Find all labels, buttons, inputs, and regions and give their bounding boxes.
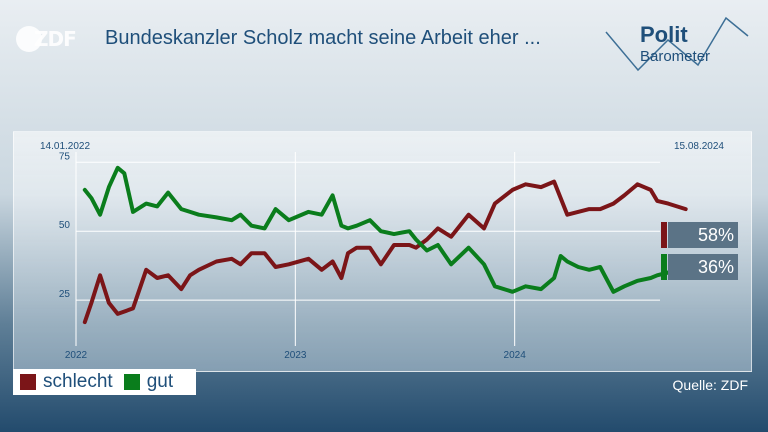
source-note: Quelle: ZDF — [672, 377, 748, 393]
end-date-label: 15.08.2024 — [674, 141, 724, 152]
logo-text: ZDF — [34, 27, 77, 51]
series-line-gut — [82, 165, 688, 294]
legend: schlecht gut — [13, 369, 196, 395]
legend-swatch-schlecht — [20, 374, 36, 390]
x-tick-label: 2022 — [65, 350, 88, 361]
logo-circle-icon — [16, 26, 42, 52]
y-tick-label: 25 — [59, 289, 71, 300]
x-tick-label: 2023 — [284, 350, 307, 361]
politbarometer-logo: Polit Barometer — [598, 10, 758, 80]
brand-barometer: Barometer — [640, 48, 711, 65]
gut-end-value: 36% — [668, 254, 738, 280]
schlecht-end-value: 58% — [668, 222, 738, 248]
legend-label-gut: gut — [146, 371, 174, 392]
chart-title: Bundeskanzler Scholz macht seine Arbeit … — [105, 27, 541, 49]
legend-swatch-gut — [123, 374, 140, 390]
schlecht-value-marker — [661, 222, 667, 248]
y-tick-label: 50 — [59, 220, 71, 231]
gut-value-marker — [661, 254, 667, 280]
barometer-zigzag-icon — [605, 16, 749, 72]
x-tick-label: 2024 — [504, 350, 527, 361]
zdf-logo: ZDF — [16, 26, 78, 52]
legend-label-schlecht: schlecht — [43, 371, 113, 392]
brand-polit: Polit — [640, 22, 688, 47]
y-tick-label: 75 — [59, 151, 71, 162]
chart-panel — [13, 131, 752, 372]
series-line-schlecht — [82, 179, 688, 325]
start-date-label: 14.01.2022 — [40, 141, 90, 152]
